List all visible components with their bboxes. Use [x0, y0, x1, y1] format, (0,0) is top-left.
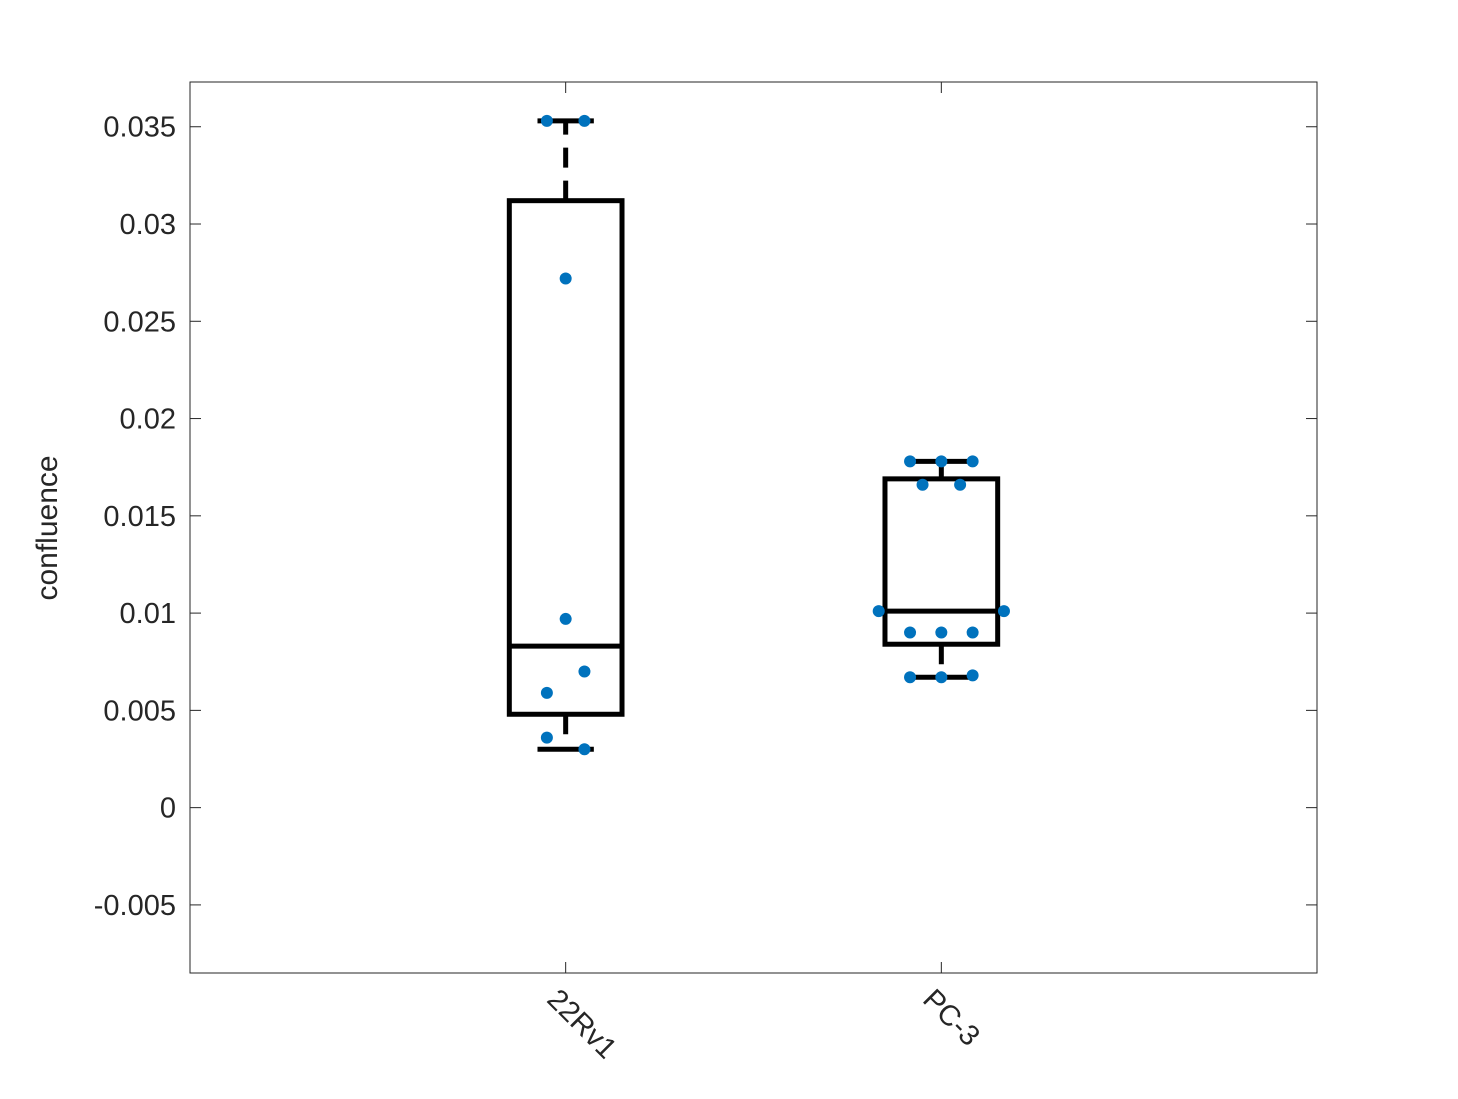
data-point — [559, 612, 572, 625]
data-point — [578, 743, 591, 756]
y-axis: -0.005 0 0.005 0.01 0.015 0.02 0.025 0.03 0.035 — [94, 112, 1317, 922]
box-group — [506, 118, 1001, 752]
data-point — [954, 478, 967, 491]
data-point — [966, 669, 979, 682]
y-tick-label: 0.01 — [120, 598, 176, 630]
y-tick-label: 0.03 — [120, 209, 176, 241]
data-point — [904, 671, 917, 684]
data-point — [540, 731, 553, 744]
data-point — [540, 686, 553, 699]
y-tick-label: 0.035 — [103, 112, 176, 144]
y-tick-label: 0.015 — [103, 501, 176, 533]
data-point — [904, 626, 917, 639]
data-point — [966, 455, 979, 468]
data-point — [540, 114, 553, 127]
data-point — [578, 665, 591, 678]
data-point — [935, 626, 948, 639]
y-tick-label: 0.025 — [103, 306, 176, 338]
y-axis-label: confluence — [31, 455, 64, 600]
data-point — [966, 626, 979, 639]
x-tick-label-pc-3: PC-3 — [916, 983, 985, 1052]
data-point — [904, 455, 917, 468]
data-point — [872, 605, 885, 618]
y-tick-label: -0.005 — [94, 890, 176, 922]
data-point — [578, 114, 591, 127]
plot-area — [190, 82, 1317, 973]
y-tick-label: 0.02 — [120, 404, 176, 436]
y-tick-label: 0.005 — [103, 695, 176, 727]
data-point — [997, 605, 1010, 618]
point-group — [540, 114, 1010, 756]
y-tick-label: 0 — [160, 793, 176, 825]
axes-frame — [189, 81, 1318, 974]
data-point — [559, 272, 572, 285]
x-tick-label-22rv1: 22Rv1 — [541, 983, 623, 1065]
data-point — [916, 478, 929, 491]
data-point — [935, 671, 948, 684]
data-point — [935, 455, 948, 468]
